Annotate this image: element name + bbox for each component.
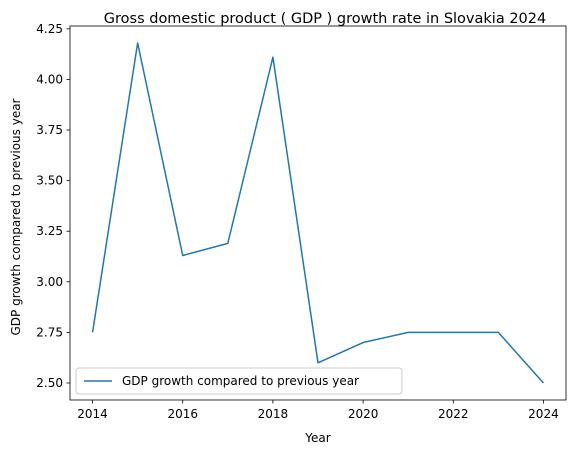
x-tick-label: 2022 [438, 407, 469, 421]
x-tick-label: 2018 [258, 407, 289, 421]
x-axis: 2014 2016 2018 2020 2022 2024 [77, 400, 559, 421]
y-tick-label: 2.75 [36, 325, 63, 339]
legend-box [75, 367, 403, 395]
legend: GDP growth compared to previous year [75, 367, 403, 395]
y-axis-label: GDP growth compared to previous year [9, 98, 23, 335]
legend-series-label: GDP growth compared to previous year [122, 374, 359, 388]
y-tick-label: 3.25 [36, 224, 63, 238]
y-tick-label: 3.50 [36, 174, 63, 188]
x-axis-label: Year [304, 431, 330, 445]
y-tick-label: 3.75 [36, 123, 63, 137]
series-line [91, 42, 545, 384]
x-tick-label: 2016 [167, 407, 198, 421]
series-layer [91, 42, 545, 384]
y-tick-label: 3.00 [36, 275, 63, 289]
y-tick-label: 4.25 [36, 22, 63, 36]
y-tick-label: 4.00 [36, 72, 63, 86]
y-axis: 2.50 2.75 3.00 3.25 3.50 3.75 4.00 4.25 [36, 22, 70, 390]
x-tick-label: 2014 [77, 407, 108, 421]
y-tick-label: 2.50 [36, 376, 63, 390]
plot-area-frame [69, 25, 567, 401]
x-tick-label: 2020 [348, 407, 379, 421]
x-tick-label: 2024 [528, 407, 559, 421]
chart-title: Gross domestic product ( GDP ) growth ra… [104, 11, 546, 27]
